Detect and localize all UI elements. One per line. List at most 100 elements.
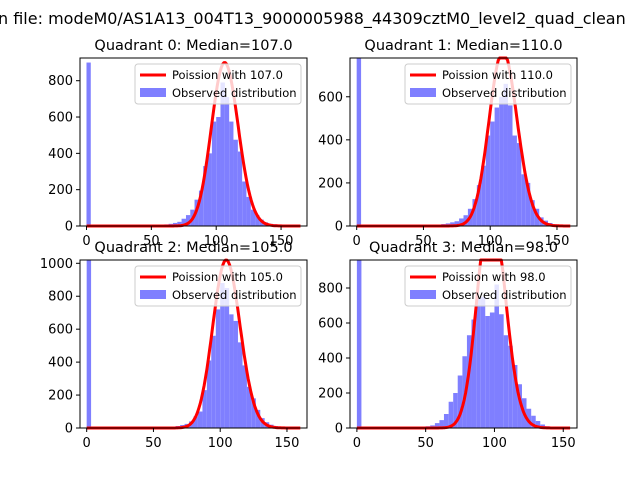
y-tick-label: 200 (318, 176, 343, 191)
x-tick-label: 50 (145, 436, 162, 451)
x-tick-label: 0 (82, 234, 90, 249)
histogram-bar (356, 260, 362, 428)
legend: Poission with 98.0 Observed distribution (404, 265, 572, 307)
histogram-bar (203, 166, 208, 226)
y-tick-label: 800 (48, 290, 73, 305)
histogram-bar (459, 218, 464, 226)
histogram-bar (443, 414, 449, 428)
x-tick-label: 100 (478, 234, 503, 249)
legend-box (134, 265, 302, 307)
legend-box (134, 63, 302, 105)
histogram-bar (181, 218, 186, 226)
axes-frame (349, 259, 578, 429)
y-tick-label: 1000 (40, 257, 73, 272)
histogram-bar (512, 135, 517, 226)
y-tick-label: 600 (48, 323, 73, 338)
y-tick-label: 0 (335, 220, 343, 235)
y-tick-label: 600 (318, 90, 343, 105)
histogram-bar (531, 415, 536, 428)
legend-label-fit: Poission with 110.0 (442, 68, 553, 82)
quadrant-3-title: Quadrant 3: Median=98.0 (369, 240, 558, 256)
histogram-bar (517, 384, 522, 428)
histogram-bar (224, 97, 230, 226)
histogram-bar (197, 411, 203, 428)
x-tick-label: 150 (545, 234, 570, 249)
histogram-bar (480, 296, 486, 428)
histogram-bar (494, 284, 499, 428)
quadrant-2-title: Quadrant 2: Median=105.0 (94, 240, 292, 256)
histogram-bar (207, 153, 212, 226)
y-tick-label: 600 (48, 111, 73, 126)
legend-label-observed: Observed distribution (172, 288, 297, 302)
histogram-bar (526, 408, 532, 428)
axes-frame (79, 259, 308, 429)
x-tick-label: 0 (83, 436, 91, 451)
legend-label-fit: Poission with 105.0 (172, 270, 283, 284)
x-tick-label: 50 (415, 234, 432, 249)
histogram-bar (457, 375, 463, 428)
histogram-bar (466, 335, 472, 428)
legend-bar-swatch (140, 290, 166, 299)
histogram-bar (356, 58, 362, 226)
histogram-bar (229, 314, 234, 428)
y-tick-label: 400 (318, 352, 343, 367)
histogram-bar (471, 319, 477, 428)
y-tick-label: 0 (65, 220, 73, 235)
axes-frame (349, 57, 578, 227)
y-tick-label: 0 (65, 422, 73, 437)
legend-label-observed: Observed distribution (442, 288, 567, 302)
y-tick-label: 200 (318, 387, 343, 402)
legend: Poission with 105.0 Observed distribution (134, 265, 302, 307)
y-tick-label: 0 (335, 422, 343, 437)
histogram-bar (246, 386, 252, 428)
histogram-bar (535, 421, 541, 428)
histogram-bar (454, 221, 460, 226)
quadrant-2-plot: Quadrant 2: Median=105.0 0 50 100 150 0 200 400… (40, 240, 308, 451)
x-tick-label: 150 (269, 234, 294, 249)
legend-label-observed: Observed distribution (172, 86, 297, 100)
histogram-bar (242, 365, 247, 428)
histogram-bar (512, 365, 518, 428)
x-tick-label: 150 (275, 436, 300, 451)
legend-bar-swatch (140, 88, 166, 97)
histogram-bar (499, 96, 504, 227)
x-tick-label: 0 (353, 436, 361, 451)
figure-suptitle: n file: modeM0/AS1A13_004T13_9000005988_… (0, 9, 626, 29)
histogram-bar (242, 181, 247, 226)
histogram-bar (490, 121, 495, 226)
legend-box (404, 63, 572, 105)
histogram-bar (525, 182, 531, 226)
x-tick-label: 50 (143, 234, 160, 249)
histogram-bar (216, 117, 221, 226)
histogram-bar (233, 139, 238, 226)
histogram-bar (233, 320, 238, 428)
histogram-bar (485, 135, 491, 226)
quadrant-1-title: Quadrant 1: Median=110.0 (364, 38, 562, 54)
histogram-bar (476, 185, 482, 226)
histogram-bar (237, 151, 243, 226)
legend: Poission with 107.0 Observed distribution (134, 63, 302, 105)
histogram-bar (220, 82, 225, 226)
histogram-bar (193, 416, 198, 428)
legend: Poission with 110.0 Observed distribution (404, 63, 572, 105)
histogram-bar (472, 199, 477, 226)
histogram-bar (250, 209, 256, 226)
histogram-bar (503, 83, 508, 226)
histogram-bar (485, 316, 490, 428)
histogram-bar (220, 283, 225, 428)
histogram-bar (476, 298, 481, 428)
quadrant-3-plot: Quadrant 3: Median=98.0 0 50 100 150 0 200 400 6… (318, 240, 578, 451)
histogram-bar (206, 360, 212, 428)
x-tick-label: 0 (353, 234, 361, 249)
legend-box (404, 265, 572, 307)
axes-frame (79, 57, 308, 227)
legend-bar-swatch (410, 290, 436, 299)
histogram-bar (198, 190, 204, 226)
histogram-bar (516, 143, 522, 226)
histogram-bar (494, 107, 500, 226)
histogram-bar (507, 105, 513, 226)
histogram-bar (521, 174, 526, 226)
y-tick-label: 800 (48, 74, 73, 89)
histogram-bar (211, 121, 217, 226)
